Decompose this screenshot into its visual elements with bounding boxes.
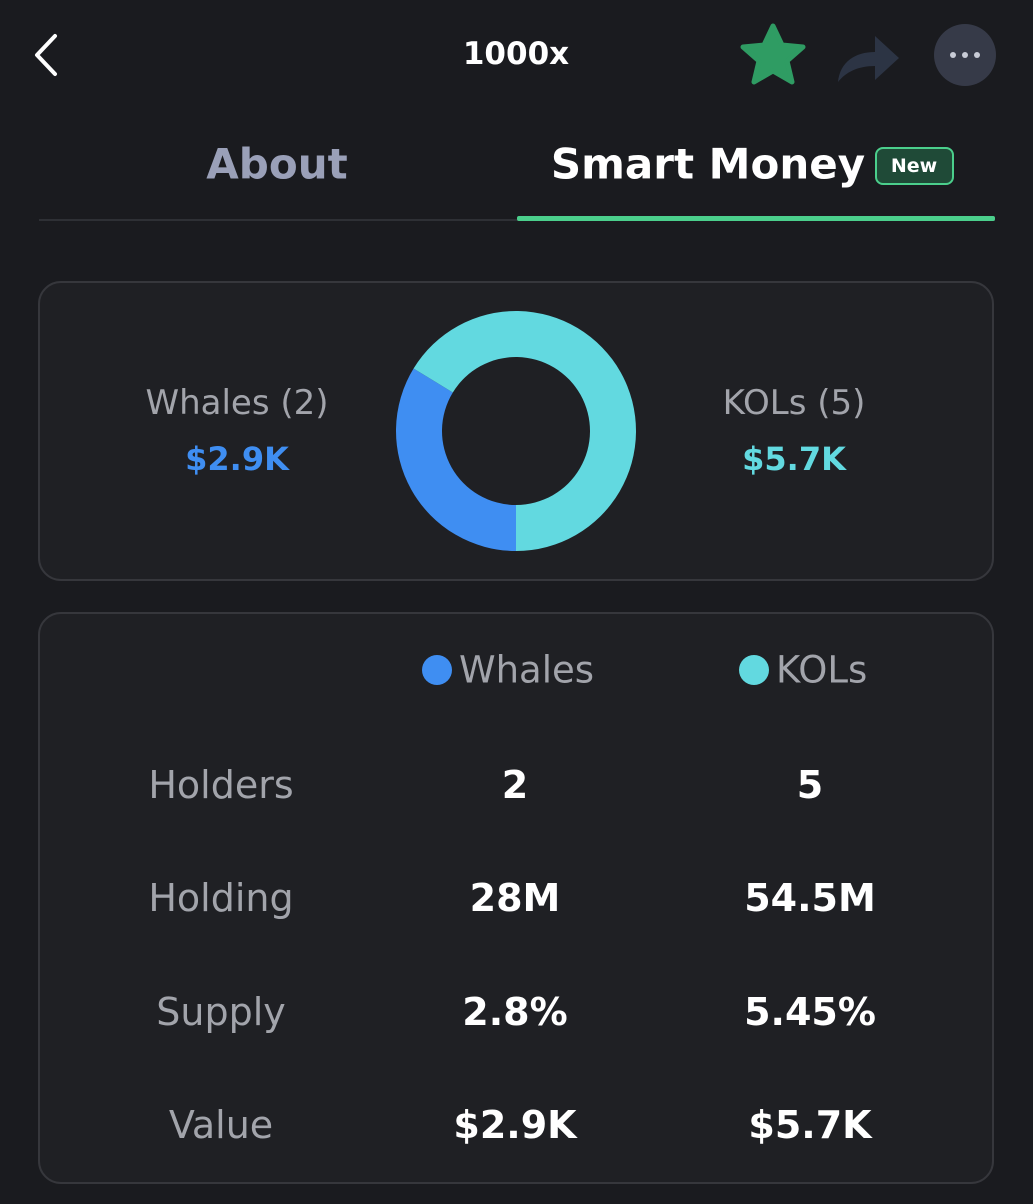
cell-value: 28M (470, 876, 561, 920)
more-dot (962, 52, 968, 58)
summary-value: $2.9K (185, 440, 290, 478)
tab-indicator (517, 216, 995, 221)
legend-dot (422, 655, 452, 685)
tab-smart-money[interactable]: Smart Money (551, 140, 865, 189)
new-badge (875, 147, 954, 185)
summary-label: KOLs (5) (723, 383, 866, 423)
row-label: Value (169, 1103, 273, 1147)
cell-value: 2 (502, 763, 528, 807)
legend-label: KOLs (776, 649, 867, 692)
cell-value: $5.7K (748, 1103, 873, 1147)
more-dot (950, 52, 956, 58)
table: Whales KOLs Holders 2 5 Holding 28M 54.5M Supply… (148, 649, 876, 1148)
cell-value: 5 (797, 763, 823, 807)
donut-chart: Whales (2) $2.9K KOLs (5) $5.7K (145, 311, 865, 551)
favorite-star[interactable] (740, 23, 806, 85)
legend-label: Whales (459, 649, 594, 692)
donut-segment (413, 311, 637, 551)
cell-value: 54.5M (744, 876, 876, 920)
header-title: 1000x (463, 36, 569, 72)
table-card (38, 612, 994, 1184)
summary-value: $5.7K (742, 440, 847, 478)
back-button[interactable] (35, 34, 57, 76)
legend-dot (739, 655, 769, 685)
cell-value: 5.45% (744, 990, 876, 1034)
more-dot (974, 52, 980, 58)
summary-label: Whales (2) (145, 383, 328, 423)
row-label: Holding (148, 876, 293, 920)
donut-segment (396, 368, 516, 551)
share-button[interactable] (838, 36, 899, 82)
new-badge-text: New (891, 155, 937, 177)
summary-card (38, 281, 994, 581)
cell-value: 2.8% (462, 990, 567, 1034)
cell-value: $2.9K (453, 1103, 578, 1147)
row-label: Holders (148, 763, 293, 807)
row-label: Supply (156, 990, 286, 1034)
tab-about[interactable]: About (206, 140, 347, 189)
